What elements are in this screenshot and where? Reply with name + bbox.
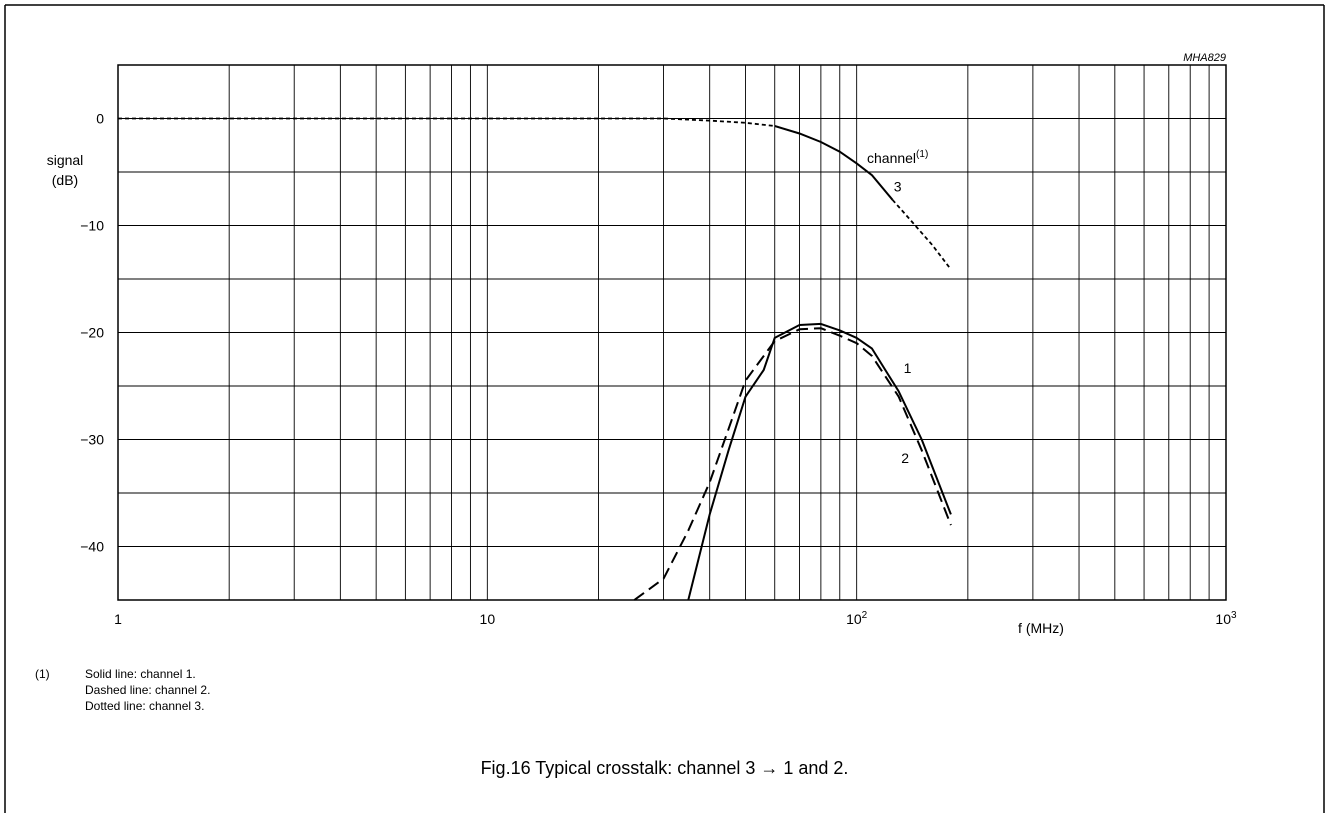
y-axis-label-line1: signal [47,152,84,168]
series-line [633,327,952,601]
chart-grid [118,65,1226,600]
y-tick-label: −40 [80,539,104,555]
series-line-dotted [891,199,952,270]
figure-caption: Fig.16 Typical crosstalk: channel 3 → 1 … [480,758,849,778]
x-tick-label: 102 [846,610,868,627]
footnote-line: Dashed line: channel 2. [85,683,211,697]
series-line-dotted [118,117,775,127]
y-tick-label: −30 [80,432,104,448]
series-line [687,322,952,601]
series-annotation-text: channel [867,150,916,166]
y-tick-label: −20 [80,325,104,341]
series-annotation-sup: (1) [916,149,928,160]
series-label: 2 [901,450,909,466]
series-channel-2: 2 [633,327,952,601]
figure-code: MHA829 [1183,52,1226,64]
footnote-line: Dotted line: channel 3. [85,699,205,713]
series-line-solid [774,125,894,201]
series-channel-1: 1 [687,322,952,601]
x-tick-label: 1 [114,611,122,627]
footnote-marker: (1) [35,667,50,681]
y-tick-label: 0 [96,111,104,127]
footnote-lines: Solid line: channel 1. Dashed line: chan… [85,666,485,714]
x-tick-label: 10 [480,611,496,627]
series-channel-3: 3 [118,117,952,270]
plot-area-border [117,64,1227,601]
tick-labels: 1 10 102 103 0 −10 −20 −30 −40 [80,111,1237,628]
series-label: 3 [894,178,902,194]
x-axis-label: f (MHz) [1018,620,1064,636]
x-tick-label: 103 [1215,610,1237,627]
footnote-line: Solid line: channel 1. [85,667,196,681]
chart-series: 3 1 2 [118,117,952,601]
series-label: 1 [904,360,912,376]
y-axis-label-line2: (dB) [52,172,78,188]
y-tick-label: −10 [80,218,104,234]
series-annotation: channel(1) [867,149,928,166]
